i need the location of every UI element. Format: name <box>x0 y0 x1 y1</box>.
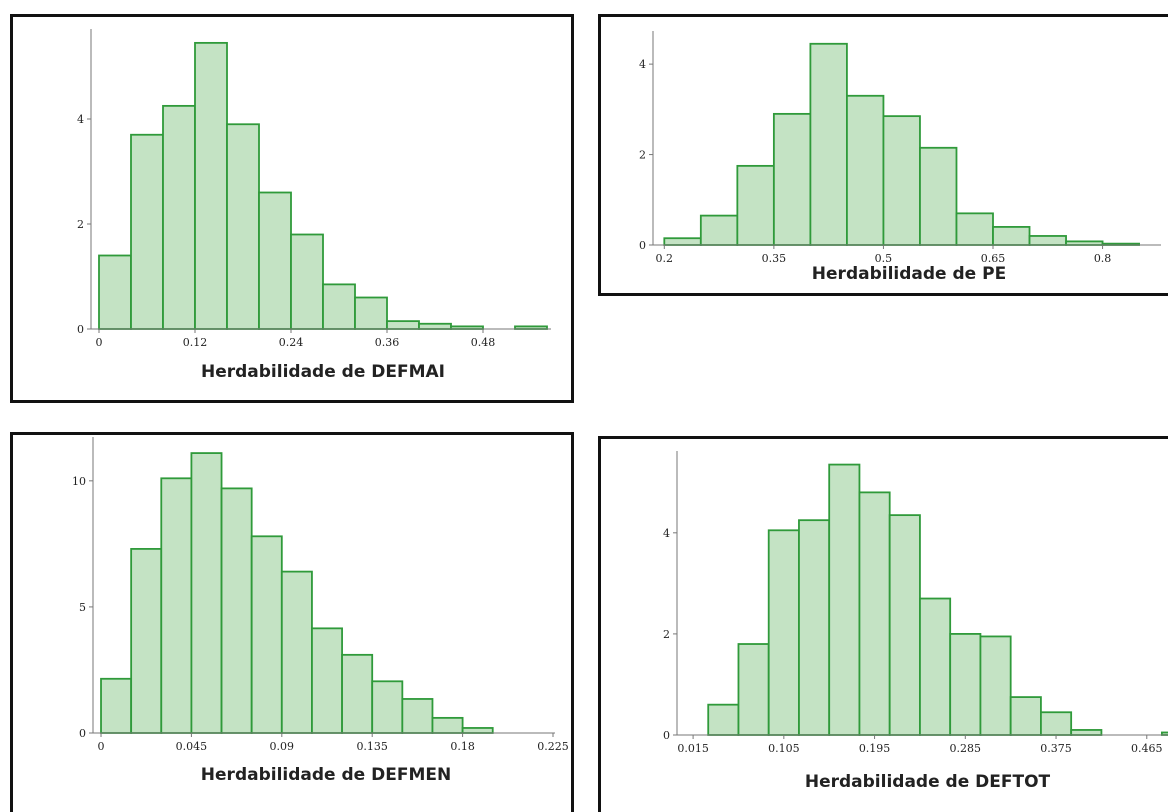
x-tick-label: 0.105 <box>768 742 800 755</box>
histogram-bar <box>707 703 740 736</box>
y-tick-label: 4 <box>663 527 670 540</box>
histogram-bar <box>858 491 891 736</box>
x-tick-label: 0.18 <box>450 740 475 753</box>
histogram-bar <box>190 452 223 734</box>
x-tick-label: 0.045 <box>176 740 208 753</box>
x-tick-label: 0.5 <box>875 252 893 265</box>
histogram-bar <box>290 233 324 330</box>
histogram-panel-defmai: 0 2 4 0 0.12 0.24 0.36 0.48 Herdabilidade de DEF… <box>10 14 574 403</box>
y-tick-label: 5 <box>79 601 86 614</box>
histogram-bar <box>258 191 292 330</box>
y-tick-label: 10 <box>72 475 86 488</box>
histogram-bar <box>1009 696 1042 736</box>
histogram-bar <box>809 42 848 246</box>
histogram-bar <box>955 212 994 246</box>
histogram-bar <box>798 519 831 736</box>
histogram-bar <box>250 535 283 734</box>
histogram-panel-defmen: 0 5 10 0 0.045 0.09 0.135 0.18 0.225 Herdabilidad… <box>10 432 574 812</box>
x-tick-label: 0.65 <box>981 252 1006 265</box>
y-tick-label: 0 <box>639 239 646 252</box>
chart-svg: 0 5 10 0 0.045 0.09 0.135 0.18 0.225 Herdabilidad… <box>72 437 569 785</box>
chart-svg: 0 2 4 0 0.12 0.24 0.36 0.48 Herdabilidade de DEF… <box>77 29 551 382</box>
histogram-bar <box>386 320 420 330</box>
histogram-bar <box>888 514 921 736</box>
histogram-bar <box>699 214 739 246</box>
histogram-bar <box>1040 711 1073 736</box>
x-axis-title: Herdabilidade de DEFTOT <box>805 772 1051 792</box>
histogram-bar <box>160 477 193 734</box>
histogram-bar <box>846 94 885 246</box>
x-tick-label: 0.225 <box>537 740 569 753</box>
x-tick-label: 0.48 <box>471 336 496 349</box>
x-tick-label: 0.195 <box>859 742 891 755</box>
y-tick-label: 0 <box>79 727 86 740</box>
x-axis-title: Herdabilidade de DEFMEN <box>201 765 451 785</box>
histogram-bar <box>220 487 253 734</box>
histogram-bar <box>919 146 958 246</box>
x-tick-label: 0.09 <box>270 740 295 753</box>
x-tick-label: 0.12 <box>183 336 208 349</box>
x-axis-title: Herdabilidade de DEFMAI <box>201 362 445 382</box>
histogram-panel-pe: 0 2 4 0.2 0.35 0.5 0.65 0.8 Herdabilidade de PE <box>598 14 1168 296</box>
histogram-bar <box>1065 240 1104 246</box>
histogram-bar <box>130 133 164 330</box>
histogram-bar <box>767 529 800 736</box>
x-tick-label: 0.2 <box>656 252 674 265</box>
histogram-bar <box>401 698 434 734</box>
histogram-bar <box>194 41 228 330</box>
histogram-bar <box>226 123 260 330</box>
x-tick-label: 0.24 <box>279 336 304 349</box>
histogram-bar <box>979 635 1012 736</box>
x-tick-label: 0.35 <box>762 252 787 265</box>
histogram-bar <box>992 226 1031 246</box>
histogram-bar <box>371 680 404 734</box>
histogram-bar <box>354 296 388 330</box>
y-tick-label: 0 <box>663 729 670 742</box>
histogram-bar <box>341 653 374 734</box>
x-tick-label: 0.285 <box>950 742 982 755</box>
histogram-bar <box>162 104 196 330</box>
histogram-panel-deftot: 0 2 4 0.015 0.105 0.195 0.285 0.375 0.465 Herdabi… <box>598 436 1168 812</box>
histogram-bar <box>280 570 313 734</box>
histogram-bar <box>736 164 775 246</box>
histogram-bar <box>431 716 464 734</box>
histogram-bar <box>1161 731 1168 736</box>
x-tick-label: 0.36 <box>375 336 400 349</box>
x-tick-label: 0.8 <box>1094 252 1112 265</box>
histogram-bar <box>322 283 356 330</box>
x-tick-label: 0.375 <box>1040 742 1072 755</box>
histogram-bar <box>772 112 812 246</box>
x-tick-label: 0.015 <box>677 742 709 755</box>
histogram-bar <box>100 677 133 734</box>
y-tick-label: 2 <box>663 628 670 641</box>
y-tick-label: 2 <box>639 149 646 162</box>
histogram-bar <box>663 237 702 246</box>
x-tick-label: 0.135 <box>356 740 388 753</box>
histogram-bar <box>1070 729 1103 736</box>
histogram-bar <box>98 254 132 330</box>
histogram-bar <box>311 627 343 734</box>
x-tick-label: 0.465 <box>1131 742 1163 755</box>
histogram-bar <box>828 463 861 736</box>
chart-svg: 0 2 4 0.015 0.105 0.195 0.285 0.375 0.465 Herdabi… <box>663 451 1168 792</box>
y-tick-label: 0 <box>77 323 84 336</box>
histogram-bar <box>949 633 982 736</box>
histogram-bar <box>1028 235 1067 246</box>
y-tick-label: 2 <box>77 218 84 231</box>
x-tick-label: 0 <box>96 336 103 349</box>
y-tick-label: 4 <box>77 113 84 126</box>
chart-svg: 0 2 4 0.2 0.35 0.5 0.65 0.8 Herdabilidade de PE <box>639 31 1161 284</box>
histogram-bar <box>461 727 494 734</box>
y-tick-label: 4 <box>639 58 646 71</box>
histogram-bar <box>882 115 921 246</box>
histogram-bar <box>130 548 163 734</box>
x-axis-title: Herdabilidade de PE <box>812 264 1006 284</box>
histogram-bar <box>919 597 952 736</box>
x-tick-label: 0 <box>98 740 105 753</box>
histogram-bar <box>418 322 452 330</box>
histogram-bar <box>737 643 770 736</box>
